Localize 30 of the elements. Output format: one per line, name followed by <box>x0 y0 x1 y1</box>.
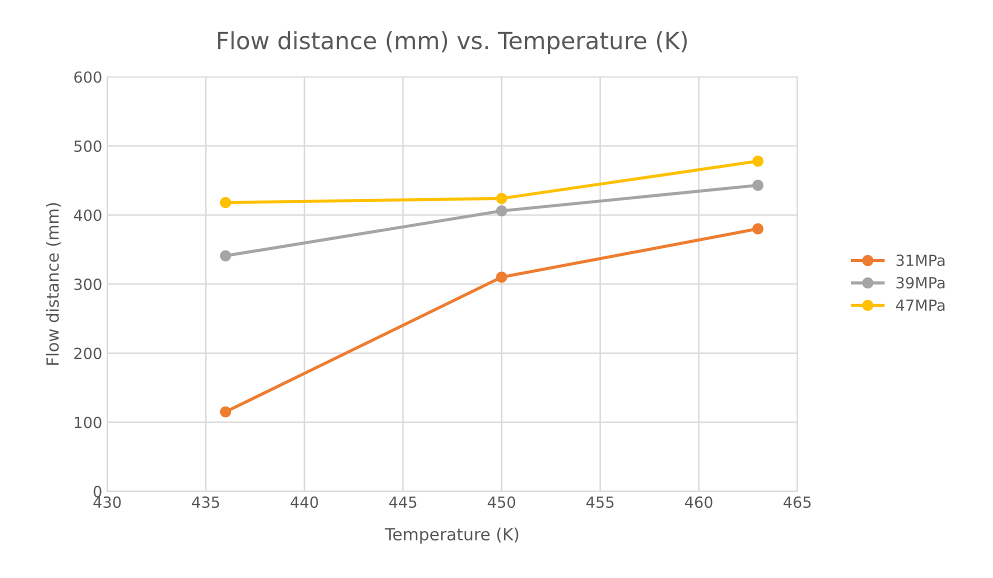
point <box>220 197 232 208</box>
x-tick-label: 450 <box>488 496 516 508</box>
point <box>220 406 232 418</box>
x-tick-label: 435 <box>192 496 220 508</box>
legend-label: 31MPa <box>896 254 944 266</box>
x-tick-label: 440 <box>290 496 318 508</box>
point <box>496 205 508 216</box>
point <box>496 272 508 283</box>
x-tick-label: 430 <box>93 496 121 508</box>
legend-label: 47MPa <box>896 300 944 311</box>
x-tick-label: 460 <box>684 496 712 508</box>
x-tick-label: 455 <box>586 496 614 508</box>
y-tick-label: 0 <box>94 486 102 498</box>
x-tick-label: 465 <box>784 496 811 508</box>
y-tick-label: 500 <box>74 140 102 152</box>
point <box>752 180 764 191</box>
point <box>220 250 232 262</box>
point <box>752 223 764 234</box>
y-tick-label: 600 <box>74 71 102 83</box>
y-tick-label: 300 <box>74 278 102 290</box>
y-tick-label: 400 <box>74 209 102 222</box>
chart-title: Flow distance (mm) vs. Temperature (K) <box>218 31 687 54</box>
x-axis-title: Temperature (K) <box>384 528 518 544</box>
y-axis-title: Flow distance (mm) <box>46 203 61 365</box>
point <box>496 192 508 204</box>
y-tick-label: 100 <box>74 416 102 428</box>
point <box>752 156 764 167</box>
legend-label: 39MPa <box>896 276 944 289</box>
y-tick-label: 200 <box>74 348 102 360</box>
x-tick-label: 445 <box>389 496 416 508</box>
